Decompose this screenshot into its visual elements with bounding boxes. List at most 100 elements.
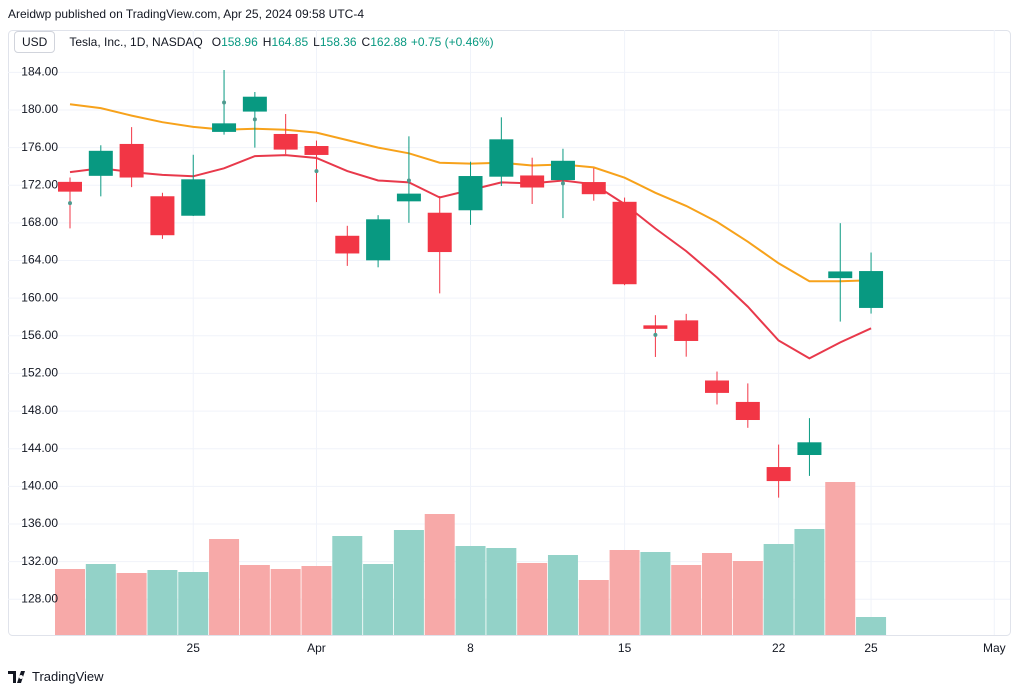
candle-body: [273, 133, 298, 150]
volume-bar: [702, 553, 733, 635]
volume-bar: [640, 552, 671, 635]
candle-body: [366, 219, 391, 261]
y-tick-label: 180.00: [21, 102, 58, 116]
candle-body: [797, 442, 822, 456]
volume-bar: [55, 569, 85, 635]
legend-value: 158.96: [221, 35, 258, 49]
y-tick-label: 160.00: [21, 290, 58, 304]
volume-bar: [301, 566, 332, 635]
marker-dot: [560, 181, 565, 186]
chart-frame: [8, 30, 1011, 636]
marker-dot: [314, 169, 319, 174]
candle-body: [550, 160, 575, 181]
candle-body: [766, 467, 791, 482]
volume-bar: [455, 546, 486, 635]
y-tick-label: 136.00: [21, 516, 58, 530]
y-tick-label: 152.00: [21, 366, 58, 380]
candle-body: [489, 139, 514, 177]
candle-body: [859, 271, 884, 308]
volume-bar: [825, 482, 856, 635]
candle-body: [335, 235, 360, 254]
logo-text: TradingView: [32, 669, 104, 684]
candle-body: [150, 196, 175, 236]
candle-body: [88, 150, 113, 176]
x-tick-label: 15: [618, 641, 632, 655]
candle-body: [828, 271, 853, 279]
candle-body: [643, 325, 668, 329]
candle-body: [304, 146, 329, 155]
legend-change: +0.75 (+0.46%): [410, 35, 494, 49]
logo-icon: [8, 670, 25, 683]
legend-label: C: [361, 35, 371, 49]
candle-body: [520, 175, 545, 188]
volume-bar: [239, 565, 270, 635]
legend-value: 158.36: [319, 35, 357, 49]
candle-body: [212, 123, 237, 132]
legend-label: H: [262, 35, 272, 49]
candle-body: [581, 182, 606, 195]
y-tick-label: 164.00: [21, 253, 58, 267]
x-tick-label: 22: [772, 641, 786, 655]
volume-bar: [578, 580, 609, 635]
legend: USD Tesla, Inc., 1D, NASDAQ O 158.96 H 164…: [14, 31, 498, 53]
candle-body: [612, 201, 637, 285]
x-tick-label: Apr: [307, 641, 326, 655]
candle-body: [242, 96, 267, 112]
marker-dot: [68, 201, 72, 206]
symbol-title: Tesla, Inc., 1D, NASDAQ: [69, 35, 203, 49]
volume-bar: [763, 544, 794, 635]
y-tick-label: 156.00: [21, 328, 58, 342]
x-tick-label: 8: [467, 641, 474, 655]
volume-bar: [732, 561, 763, 635]
volume-bar: [178, 572, 209, 635]
legend-value: 162.88: [370, 35, 407, 49]
volume-bar: [609, 550, 640, 635]
volume-bar: [671, 565, 702, 635]
y-tick-label: 128.00: [21, 591, 58, 605]
x-tick-label: 25: [864, 641, 878, 655]
volume-bar: [794, 529, 825, 635]
marker-dot: [653, 332, 658, 337]
marker-dot: [222, 100, 227, 105]
candle-body: [427, 212, 452, 253]
volume-bar: [856, 617, 887, 635]
publish-info: Areidwp published on TradingView.com, Ap…: [8, 7, 364, 21]
marker-dot: [406, 178, 411, 183]
volume-bar: [486, 548, 517, 635]
candle-body: [396, 193, 421, 202]
volume-bar: [116, 573, 147, 635]
footer: TradingView: [8, 669, 104, 684]
y-tick-label: 132.00: [21, 554, 58, 568]
y-tick-label: 144.00: [21, 441, 58, 455]
candle-body: [674, 320, 699, 341]
candle-body: [119, 143, 144, 178]
x-tick-label: May: [983, 641, 1006, 655]
volume-bar: [517, 563, 548, 635]
candle-body: [181, 179, 206, 216]
candle-body: [458, 176, 483, 211]
volume-bar: [547, 555, 578, 635]
y-tick-label: 176.00: [21, 140, 58, 154]
volume-bar: [270, 569, 301, 635]
legend-label: L: [313, 35, 320, 49]
y-tick-label: 168.00: [21, 215, 58, 229]
candle-body: [705, 380, 730, 393]
x-tick-label: 25: [187, 641, 201, 655]
legend-label: O: [211, 35, 222, 49]
volume-bar: [363, 564, 394, 635]
legend-value: 164.85: [271, 35, 309, 49]
currency[interactable]: USD: [14, 31, 56, 53]
volume-bar: [332, 536, 363, 635]
candle-body: [58, 181, 82, 192]
y-tick-label: 172.00: [21, 177, 58, 191]
volume-bar: [147, 570, 178, 635]
y-tick-label: 184.00: [21, 65, 58, 79]
marker-dot: [252, 117, 257, 122]
candle-body: [735, 401, 760, 421]
volume-bar: [85, 564, 116, 635]
volume-bar: [393, 530, 424, 635]
y-tick-label: 148.00: [21, 403, 58, 417]
y-tick-label: 140.00: [21, 479, 58, 493]
